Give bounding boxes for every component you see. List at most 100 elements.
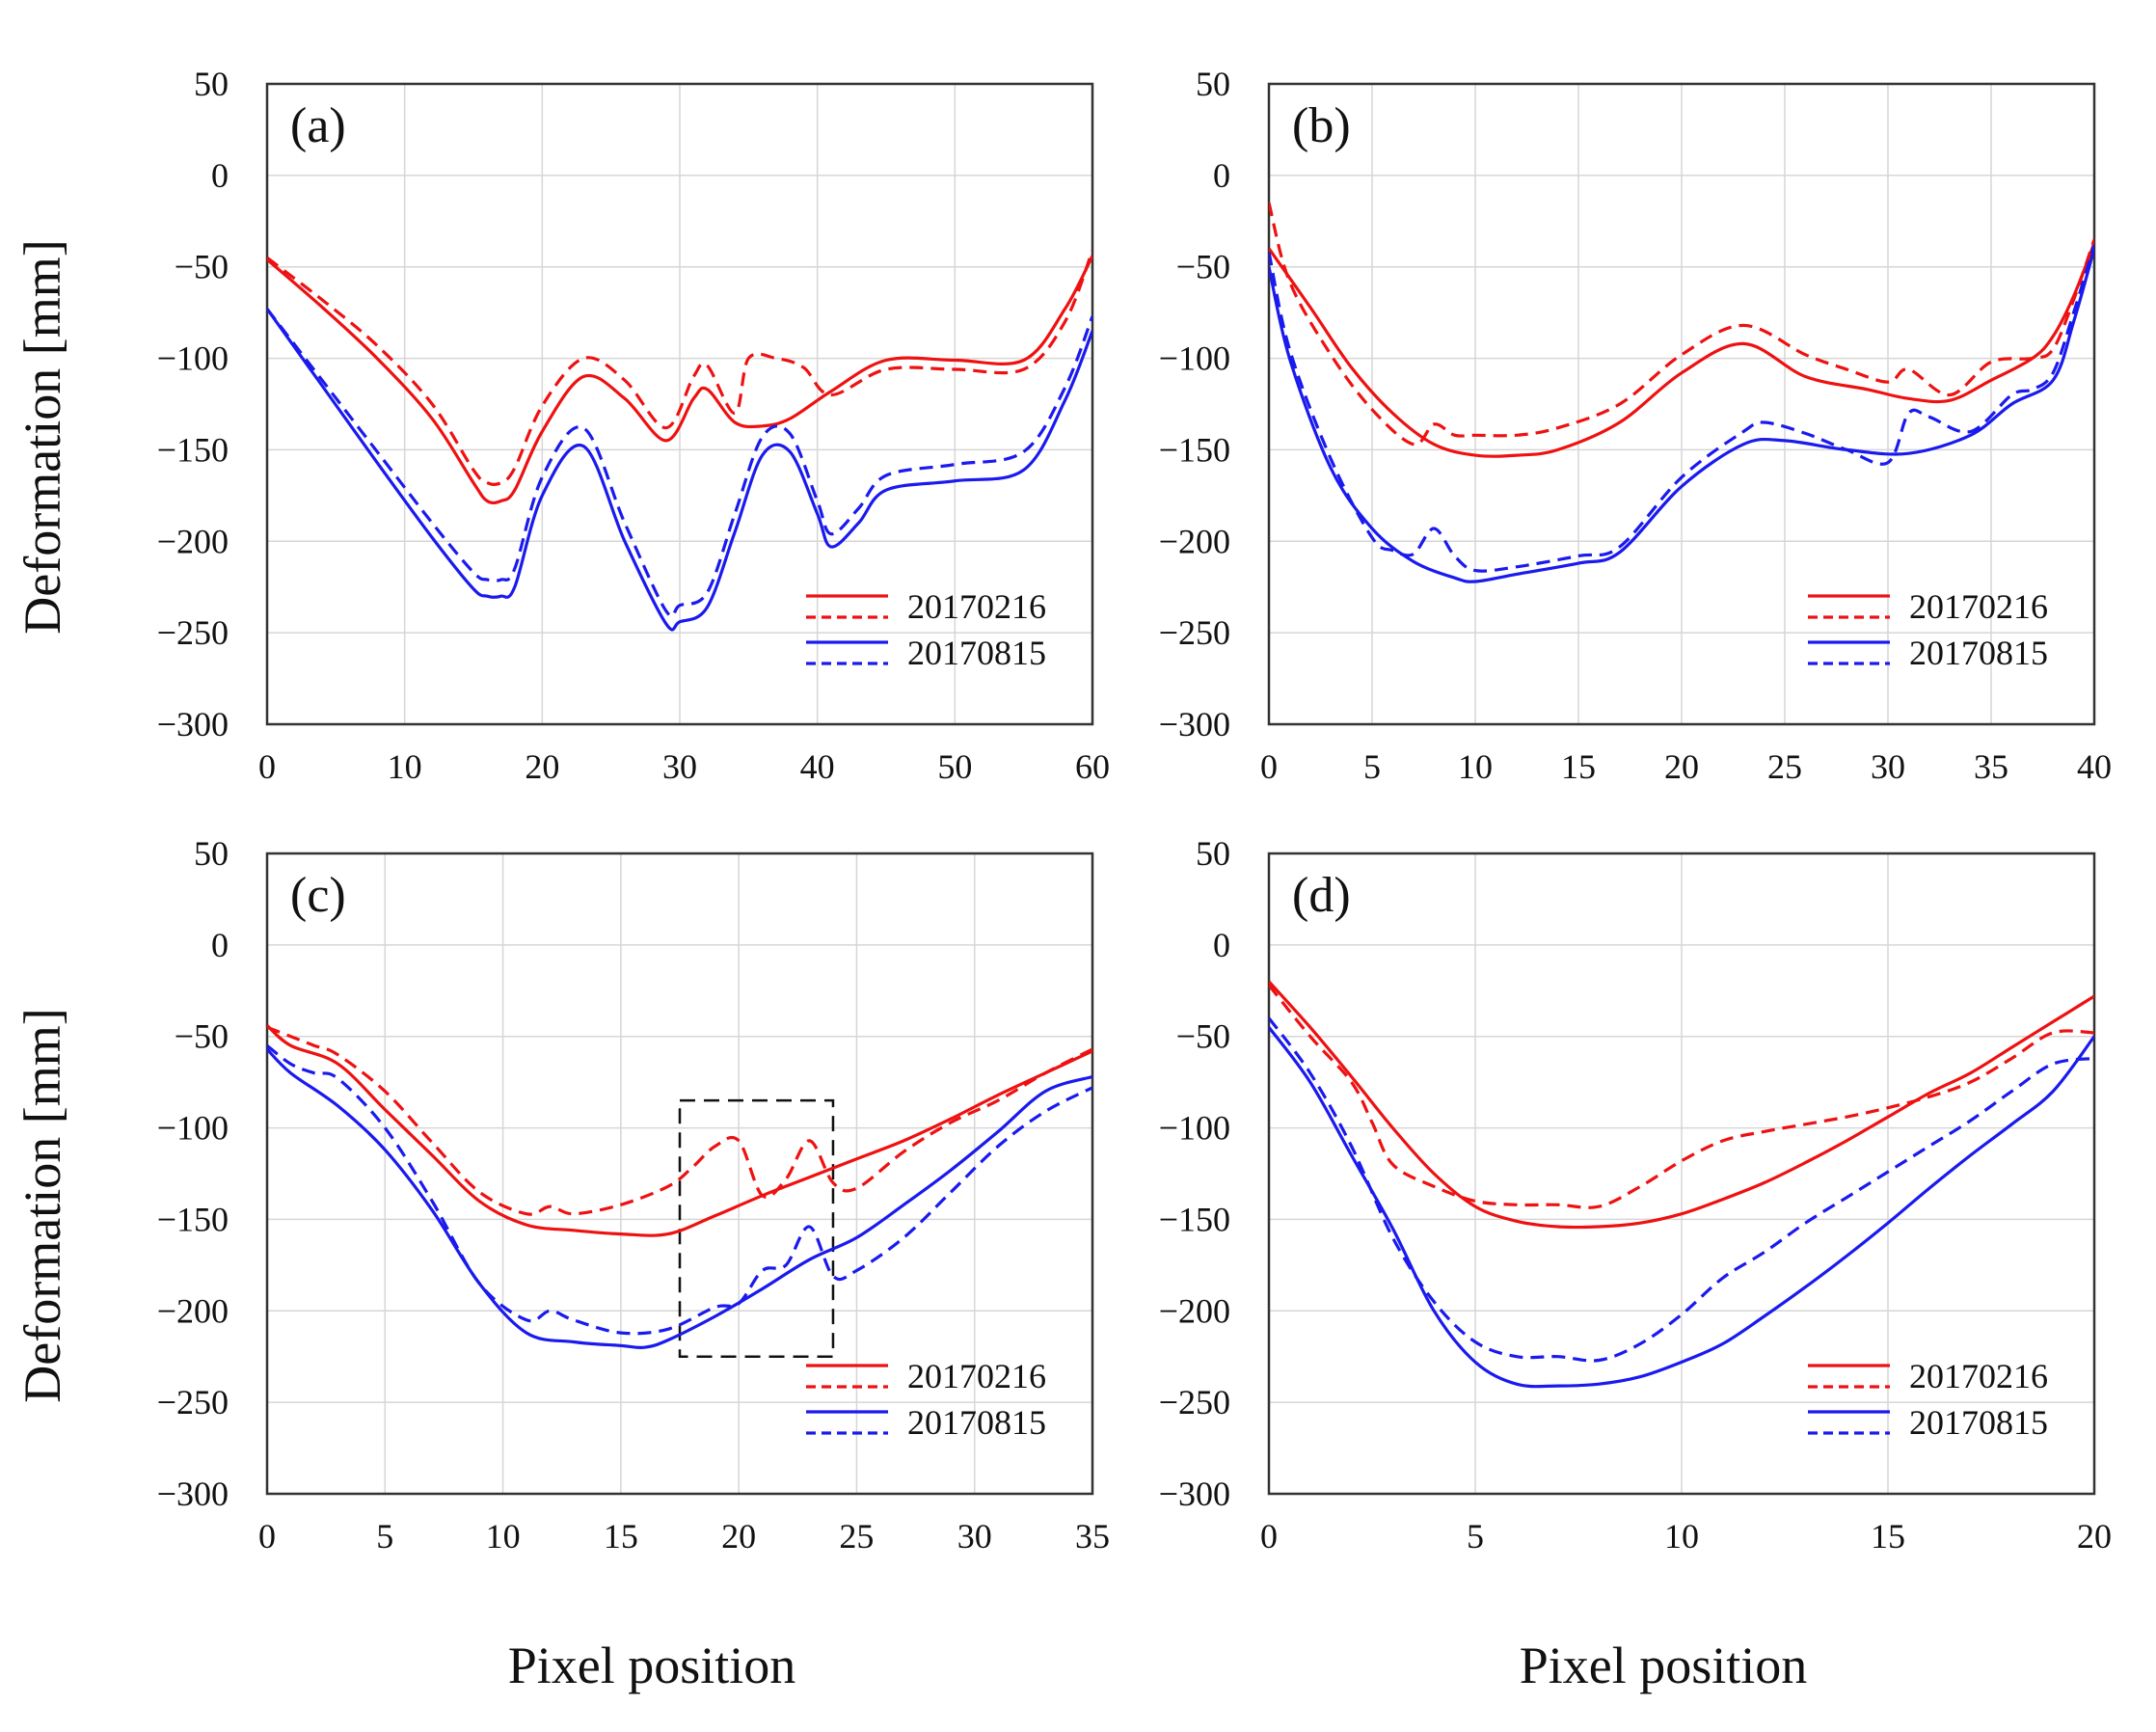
series-line-20170815-solid xyxy=(1269,1026,2094,1389)
x-axis-title-left: Pixel position xyxy=(508,1637,796,1694)
series-group xyxy=(1269,980,2094,1389)
series-line-20170815-solid xyxy=(267,308,1092,632)
y-tick-label: −250 xyxy=(1159,1383,1230,1421)
y-tick-label: −100 xyxy=(1159,339,1230,378)
series-line-20170216-dashed xyxy=(267,1025,1092,1216)
y-tick-label: −150 xyxy=(1159,430,1230,469)
y-tick-label: 50 xyxy=(194,65,229,103)
x-tick-label: 20 xyxy=(721,1517,756,1556)
series-line-20170815-dashed xyxy=(1269,1016,2094,1363)
legend-label: 20170216 xyxy=(907,587,1046,626)
x-tick-label: 20 xyxy=(1664,747,1699,786)
y-tick-label: 50 xyxy=(1196,65,1230,103)
y-tick-label: −100 xyxy=(157,1109,229,1148)
x-tick-label: 10 xyxy=(1458,747,1493,786)
series-line-20170216-solid xyxy=(267,255,1092,505)
y-tick-label: 0 xyxy=(1213,926,1230,964)
y-tick-label: 50 xyxy=(194,834,229,873)
y-tick-label: −200 xyxy=(1159,522,1230,560)
x-tick-label: 10 xyxy=(388,747,422,786)
series-line-20170815-solid xyxy=(267,1047,1092,1350)
y-tick-label: −50 xyxy=(1176,1017,1230,1056)
y-tick-label: 50 xyxy=(1196,834,1230,873)
y-tick-label: 0 xyxy=(211,156,229,195)
y-tick-label: −300 xyxy=(1159,1475,1230,1513)
annotation-box xyxy=(678,1098,835,1358)
panel-c: 0 5 10 15 20 25 30 35 50 0 −50 −100 −150 −200 −250 −300… xyxy=(157,834,1110,1556)
x-tick-label: 0 xyxy=(258,747,276,786)
y-tick-label: −250 xyxy=(157,1383,229,1421)
plot-frame xyxy=(1267,82,2096,726)
y-tick-label: −300 xyxy=(1159,705,1230,744)
x-tick-label: 30 xyxy=(1871,747,1905,786)
x-axis-title-right: Pixel position xyxy=(1520,1637,1808,1694)
y-tick-label: −200 xyxy=(157,1291,229,1330)
legend-label: 20170815 xyxy=(1909,1403,2048,1442)
series-line-20170815-solid xyxy=(1269,248,2094,583)
panel-b: 0 5 10 15 20 25 30 35 40 50 0 −50 −100 −150 −200 −250 −3… xyxy=(1159,65,2112,786)
series-line-20170815-dashed xyxy=(267,308,1092,618)
y-tick-label: −150 xyxy=(1159,1200,1230,1238)
x-tick-label: 40 xyxy=(800,747,835,786)
x-tick-label: 15 xyxy=(1871,1517,1905,1556)
x-tick-label: 20 xyxy=(2077,1517,2112,1556)
x-tick-label: 40 xyxy=(2077,747,2112,786)
x-tick-label: 15 xyxy=(604,1517,638,1556)
y-tick-label: −100 xyxy=(157,339,229,378)
series-group xyxy=(267,1024,1092,1350)
legend-label: 20170216 xyxy=(907,1357,1046,1395)
x-tick-label: 15 xyxy=(1561,747,1596,786)
series-line-20170815-dashed xyxy=(267,1043,1092,1336)
panel-a: 0 10 20 30 40 50 60 50 0 −50 −100 −150 −200 −250 −300 (… xyxy=(157,65,1110,786)
series-line-20170216-dashed xyxy=(1269,984,2094,1209)
y-axis-title-bottom: Deformation [mm] xyxy=(13,1008,71,1402)
y-tick-label: −200 xyxy=(1159,1291,1230,1330)
series-line-20170216-dashed xyxy=(1269,202,2094,447)
plot-frame xyxy=(1267,852,2096,1496)
x-tick-label: 20 xyxy=(525,747,559,786)
y-tick-label: −200 xyxy=(157,522,229,560)
legend-label: 20170216 xyxy=(1909,1357,2048,1395)
panel-d: 0 5 10 15 20 50 0 −50 −100 −150 −200 −250 −300 (d) 201… xyxy=(1159,834,2112,1556)
x-tick-label: 0 xyxy=(1260,1517,1278,1556)
panel-label: (a) xyxy=(290,98,346,153)
legend-label: 20170216 xyxy=(1909,587,2048,626)
x-tick-label: 35 xyxy=(1075,1517,1110,1556)
y-tick-label: −250 xyxy=(157,613,229,652)
y-tick-label: −100 xyxy=(1159,1109,1230,1148)
y-tick-label: −150 xyxy=(157,1200,229,1238)
panel-label: (b) xyxy=(1292,98,1351,153)
plot-frame xyxy=(265,82,1094,726)
legend-label: 20170815 xyxy=(1909,634,2048,672)
chart-panels: 0 10 20 30 40 50 60500−50−100−150−200−250−300(… xyxy=(157,65,2112,1556)
y-tick-label: −300 xyxy=(157,705,229,744)
x-tick-label: 0 xyxy=(1260,747,1278,786)
y-tick-label: −150 xyxy=(157,430,229,469)
y-tick-label: −250 xyxy=(1159,613,1230,652)
y-tick-label: −50 xyxy=(1176,248,1230,286)
x-tick-label: 25 xyxy=(1767,747,1802,786)
series-line-20170216-solid xyxy=(267,1024,1092,1237)
y-tick-label: −50 xyxy=(175,1017,229,1056)
y-tick-label: 0 xyxy=(211,926,229,964)
x-tick-label: 30 xyxy=(662,747,697,786)
series-line-20170216-dashed xyxy=(267,250,1092,486)
panel-label: (d) xyxy=(1292,868,1351,923)
y-tick-label: −300 xyxy=(157,1475,229,1513)
y-axis-title-top: Deformation [mm] xyxy=(13,239,71,634)
x-tick-label: 30 xyxy=(957,1517,992,1556)
legend-label: 20170815 xyxy=(907,1403,1046,1442)
y-tick-label: 0 xyxy=(1213,156,1230,195)
series-group xyxy=(1269,202,2094,583)
x-tick-label: 5 xyxy=(376,1517,393,1556)
y-tick-label: −50 xyxy=(175,248,229,286)
x-tick-label: 35 xyxy=(1974,747,2008,786)
x-tick-label: 10 xyxy=(486,1517,521,1556)
x-tick-label: 10 xyxy=(1664,1517,1699,1556)
series-line-20170216-solid xyxy=(1269,242,2094,458)
x-tick-label: 25 xyxy=(839,1517,874,1556)
x-tick-label: 50 xyxy=(937,747,972,786)
panel-label: (c) xyxy=(290,868,346,923)
legend-label: 20170815 xyxy=(907,634,1046,672)
